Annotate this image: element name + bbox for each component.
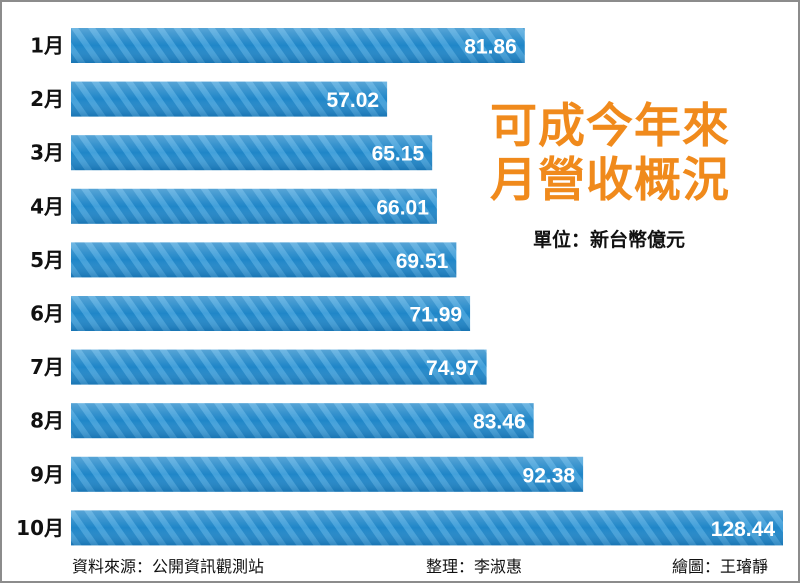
bar-shading-2 <box>71 81 388 117</box>
bar-shading-6 <box>71 296 471 331</box>
artist-credit: 繪圖：王璿靜 <box>672 557 769 576</box>
category-label: 10月 <box>16 516 64 540</box>
value-label: 83.46 <box>473 411 526 434</box>
bar-shading-3 <box>71 135 433 171</box>
bar-shading-5 <box>71 242 457 278</box>
value-label: 71.99 <box>410 304 463 327</box>
category-label: 1月 <box>30 34 64 58</box>
category-label: 4月 <box>30 194 64 218</box>
category-label: 7月 <box>30 355 64 379</box>
bar-shading-4 <box>71 188 437 224</box>
source-credit: 資料來源：公開資訊觀測站 <box>72 557 265 576</box>
bar-shading-10 <box>71 510 783 546</box>
value-label: 66.01 <box>376 196 429 219</box>
value-label: 69.51 <box>396 250 449 273</box>
editor-credit: 整理：李淑惠 <box>426 557 523 576</box>
value-label: 74.97 <box>426 357 479 380</box>
unit-label: 單位：新台幣億元 <box>533 229 686 251</box>
bar-shading-9 <box>71 456 584 492</box>
chart-title-line-1: 可成今年來 <box>490 99 730 154</box>
bar-shading-7 <box>71 349 487 385</box>
value-label: 128.44 <box>711 518 776 541</box>
category-label: 6月 <box>30 302 64 326</box>
bar-shading-8 <box>71 403 534 439</box>
value-label: 57.02 <box>327 89 380 112</box>
chart-title-line-2: 月營收概況 <box>490 153 730 208</box>
category-label: 8月 <box>30 409 64 433</box>
value-label: 65.15 <box>372 143 425 166</box>
value-label: 92.38 <box>523 464 576 487</box>
category-label: 9月 <box>30 462 64 486</box>
value-label: 81.86 <box>464 36 517 59</box>
category-label: 3月 <box>30 141 64 165</box>
chart-title: 可成今年來 月營收概況 <box>490 100 730 208</box>
bar-shading-1 <box>71 28 525 63</box>
category-label: 2月 <box>30 87 64 111</box>
category-label: 5月 <box>30 248 64 272</box>
